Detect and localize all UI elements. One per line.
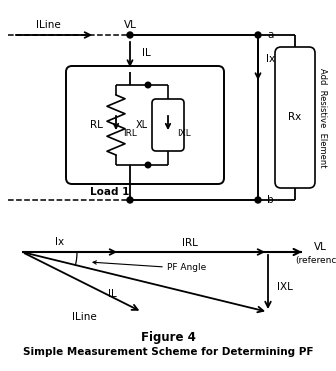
Text: Rx: Rx [288, 112, 302, 122]
Text: IL: IL [142, 49, 151, 59]
FancyBboxPatch shape [275, 47, 315, 188]
Text: IRL: IRL [123, 128, 137, 138]
Text: IRL: IRL [182, 238, 198, 248]
Text: a: a [267, 30, 274, 40]
Circle shape [127, 32, 133, 38]
Circle shape [255, 32, 261, 38]
Text: IXL: IXL [177, 128, 191, 138]
Text: b: b [267, 195, 274, 205]
Circle shape [255, 197, 261, 203]
Text: Ix: Ix [55, 237, 65, 247]
Text: VL: VL [124, 20, 136, 30]
Text: Load 1: Load 1 [90, 187, 129, 197]
Text: XL: XL [136, 120, 148, 130]
Text: RL: RL [90, 120, 102, 130]
Circle shape [145, 82, 151, 88]
Circle shape [145, 162, 151, 168]
Text: PF Angle: PF Angle [167, 263, 206, 272]
Text: Ix: Ix [266, 54, 276, 64]
Text: ILine: ILine [36, 20, 60, 30]
Text: ILine: ILine [72, 312, 96, 322]
FancyBboxPatch shape [152, 99, 184, 151]
Text: IXL: IXL [277, 282, 293, 292]
Text: (reference): (reference) [295, 256, 336, 266]
Text: Simple Measurement Scheme for Determining PF: Simple Measurement Scheme for Determinin… [23, 347, 313, 357]
FancyBboxPatch shape [66, 66, 224, 184]
Text: IL: IL [108, 289, 116, 299]
Text: VL: VL [313, 242, 327, 252]
Text: Add  Resistive  Element: Add Resistive Element [319, 68, 328, 167]
Text: Figure 4: Figure 4 [140, 332, 196, 345]
Circle shape [127, 197, 133, 203]
